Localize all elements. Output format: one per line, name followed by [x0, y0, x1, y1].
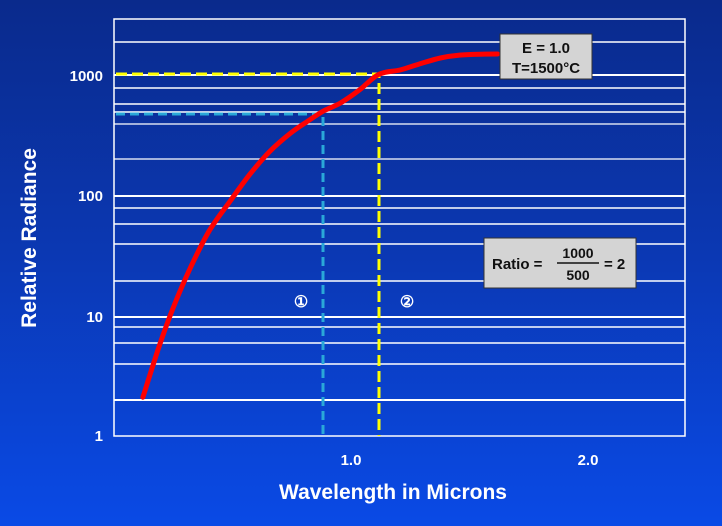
plot-area [113, 18, 686, 437]
y-tick-10: 10 [86, 309, 103, 326]
emissivity-label: E = 1.0 [522, 40, 570, 57]
y-tick-1000: 1000 [70, 68, 103, 85]
radiance-curve [140, 51, 501, 400]
y-tick-1: 1 [95, 428, 103, 445]
x-axis-title: Wavelength in Microns [279, 481, 507, 504]
y-axis-title: Relative Radiance [18, 148, 41, 328]
ratio-numerator: 1000 [562, 245, 593, 261]
ratio-result: = 2 [604, 256, 625, 273]
curve-label-box: E = 1.0 T=1500°C [499, 33, 593, 80]
marker-1: ① [294, 294, 308, 311]
ratio-prefix: Ratio = [492, 256, 543, 273]
temperature-label: T=1500°C [512, 60, 580, 77]
marker-2: ② [400, 294, 414, 311]
reference-line-2 [116, 72, 381, 436]
ratio-box: Ratio = 1000 500 = 2 [483, 237, 637, 289]
reference-line-1 [116, 112, 325, 436]
grid-lines [114, 41, 685, 401]
x-tick-2: 2.0 [578, 452, 599, 469]
y-tick-100: 100 [78, 188, 103, 205]
x-tick-1: 1.0 [341, 452, 362, 469]
ratio-denominator: 500 [566, 267, 590, 283]
